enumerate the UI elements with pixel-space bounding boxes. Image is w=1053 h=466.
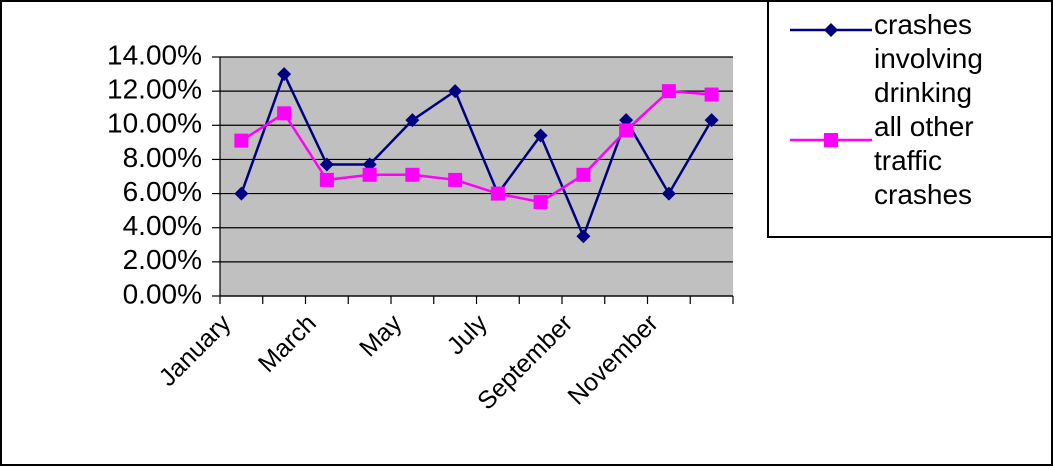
data-point	[704, 87, 719, 102]
data-point	[619, 123, 634, 138]
legend-marker	[824, 133, 838, 147]
data-point	[277, 106, 292, 121]
data-point	[362, 167, 377, 182]
data-point	[234, 186, 249, 201]
data-point	[319, 172, 334, 187]
data-point	[448, 84, 463, 99]
y-tick-label: 12.00%	[107, 74, 202, 105]
data-point	[661, 186, 676, 201]
y-tick-label: 4.00%	[123, 210, 202, 241]
y-tick-label: 8.00%	[123, 142, 202, 173]
legend-marker	[824, 23, 838, 37]
y-tick-label: 2.00%	[123, 244, 202, 275]
series-line	[240, 70, 713, 240]
data-point	[490, 186, 505, 201]
legend-label: all other traffic crashes	[874, 111, 974, 210]
data-point	[234, 133, 249, 148]
data-point	[448, 172, 463, 187]
data-point	[277, 67, 292, 82]
data-point	[576, 167, 591, 182]
series-line	[240, 89, 712, 204]
y-tick-label: 6.00%	[123, 176, 202, 207]
plot-area	[220, 57, 733, 296]
data-point	[661, 84, 676, 99]
data-point	[405, 113, 420, 128]
legend-box	[767, 0, 1053, 238]
data-point	[533, 195, 548, 210]
legend-label: crashes involving drinking	[874, 9, 983, 108]
y-tick-label: 10.00%	[107, 108, 202, 139]
data-point	[533, 128, 548, 143]
data-point	[319, 157, 334, 172]
data-point	[704, 113, 719, 128]
data-point	[405, 167, 420, 182]
y-tick-label: 0.00%	[123, 278, 202, 309]
y-tick-label: 14.00%	[107, 39, 202, 70]
data-point	[576, 229, 591, 244]
